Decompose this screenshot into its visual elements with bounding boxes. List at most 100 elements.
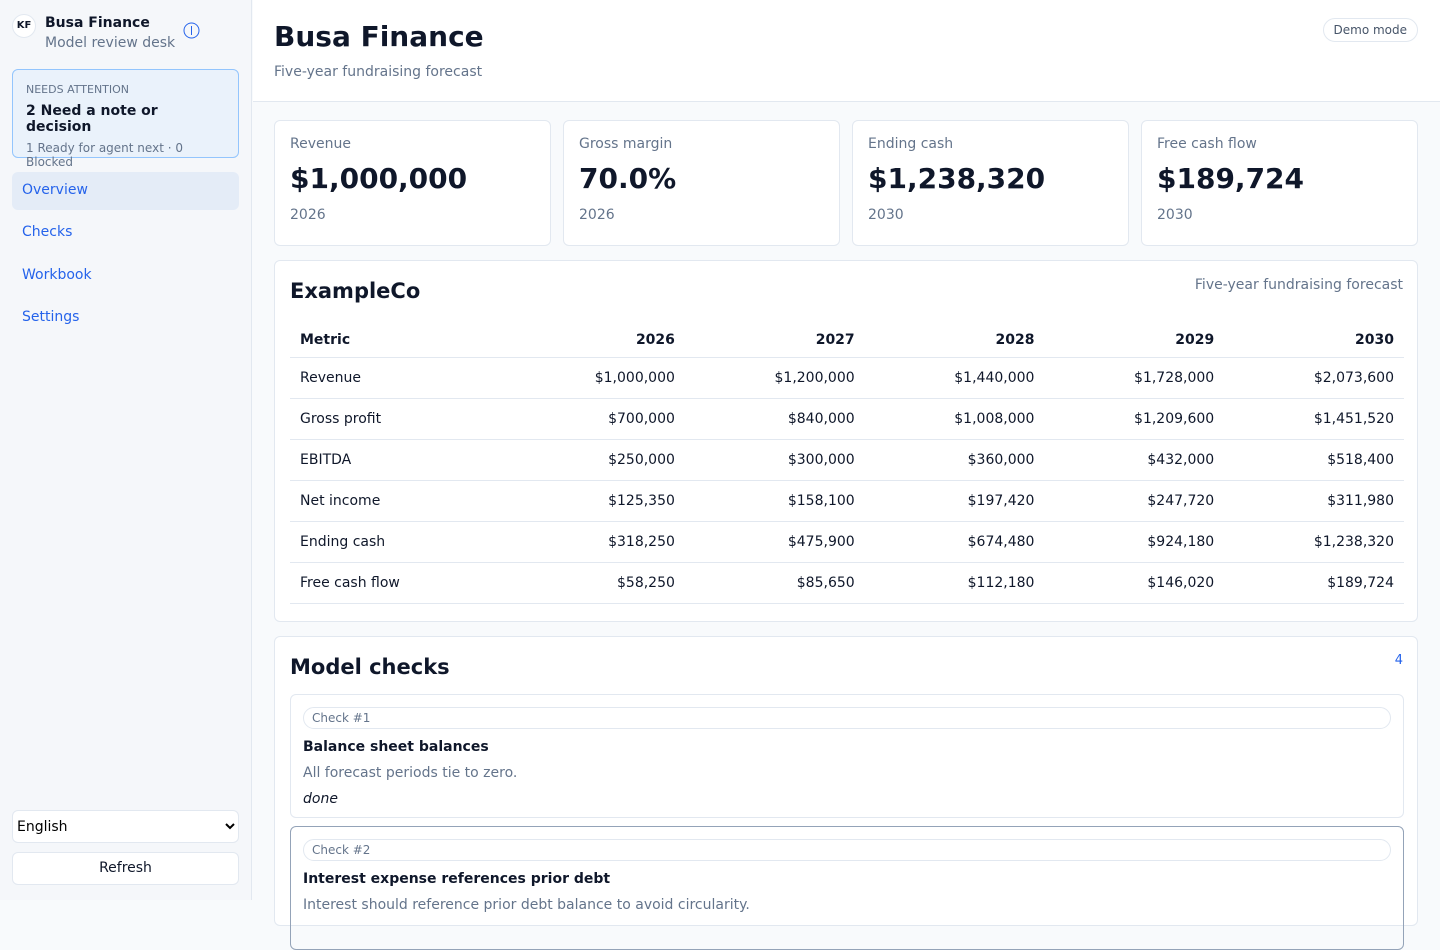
table-row: Net income $125,350 $158,100 $197,420 $247,7… [290,480,1404,522]
checks-card: Model checks 4 Check #1 Balance sheet bal… [274,636,1418,950]
table-cell: $125,350 [505,480,685,522]
column-header: 2026 [505,323,685,358]
table-cell: $518,400 [1224,439,1404,481]
column-header: 2028 [864,323,1045,358]
table-cell: $85,650 [684,562,865,604]
check-item[interactable]: Check #1 Balance sheet balances All foreca… [290,694,1404,818]
table-row: Free cash flow $58,250 $85,650 $112,180 $146… [290,562,1404,604]
info-icon[interactable] [183,22,200,39]
table-cell: $112,180 [864,562,1045,604]
check-title: Interest expense references prior debt [303,871,611,887]
table-cell: $58,250 [505,562,685,604]
language-select[interactable]: English [12,810,239,843]
table-cell: $146,020 [1044,562,1225,604]
table-cell: $158,100 [684,480,865,522]
check-description: All forecast periods tie to zero. [303,765,518,781]
table-cell: $360,000 [864,439,1045,481]
table-cell: $840,000 [684,398,865,440]
kpi-year: 2026 [290,207,326,223]
kpi-card: Free cash flow $189,724 2030 [1141,120,1418,246]
kpi-label: Revenue [290,136,351,152]
nav-item[interactable]: Overview [12,172,239,210]
table-cell: $197,420 [864,480,1045,522]
table-cell: $318,250 [505,521,685,563]
table-title: ExampleCo [290,279,421,303]
table-cell: $924,180 [1044,521,1225,563]
kpi-year: 2030 [868,207,904,223]
nav-item[interactable]: Workbook [22,266,92,283]
column-header: 2029 [1044,323,1225,358]
forecast-table: Metric 2026 2027 2028 2029 2030 Revenue $1,000,… [290,323,1404,604]
table-cell: $700,000 [505,398,685,440]
logo: KF [12,14,36,38]
table-cell: $1,209,600 [1044,398,1225,440]
checks-count[interactable]: 4 [1394,653,1403,668]
table-cell: $1,451,520 [1224,398,1404,440]
checks-title: Model checks [290,655,450,679]
kpi-card: Gross margin 70.0% 2026 [563,120,840,246]
table-cell: $1,728,000 [1044,357,1225,399]
table-row: Revenue $1,000,000 $1,200,000 $1,440,000 $1,… [290,357,1404,399]
check-item[interactable]: Check #2 Interest expense references prio… [290,826,1404,950]
demo-badge: Demo mode [1322,18,1418,42]
kpi-card: Revenue $1,000,000 2026 [274,120,551,246]
table-cell: Free cash flow [290,562,506,604]
nav-item[interactable]: Checks [22,224,73,241]
table-cell: $2,073,600 [1224,357,1404,399]
table-cell: Net income [290,480,506,522]
kpi-label: Free cash flow [1157,136,1257,152]
brand: Busa Finance [45,15,150,31]
table-row: Ending cash $318,250 $475,900 $674,480 $924,… [290,521,1404,563]
table-cell: $189,724 [1224,562,1404,604]
table-cell: $1,008,000 [864,398,1045,440]
kpi-label: Ending cash [868,136,954,152]
table-cell: $247,720 [1044,480,1225,522]
main: Busa Finance Five-year fundraising forec… [253,0,1440,950]
table-cell: EBITDA [290,439,506,481]
kpi-value: 70.0% [579,162,677,195]
table-row: EBITDA $250,000 $300,000 $360,000 $432,000 $5… [290,439,1404,481]
attention-card[interactable]: NEEDS ATTENTION 2 Need a note or decisio… [12,69,239,169]
table-cell: $475,900 [684,521,865,563]
page-title: Busa Finance [274,20,484,53]
kpi-year: 2030 [1157,207,1193,223]
kpi-value: $1,238,320 [868,162,1046,195]
kpi-label: Gross margin [579,136,673,152]
check-tag: Check #1 [303,707,1391,729]
table-cell: $311,980 [1224,480,1404,522]
attention-detail: 1 Ready for agent next · 0 Blocked [26,141,183,169]
kpi-card: Ending cash $1,238,320 2030 [852,120,1129,246]
column-header: 2030 [1224,323,1404,358]
table-card: ExampleCo Five-year fundraising forecast… [274,260,1418,622]
table-cell: $432,000 [1044,439,1225,481]
brand-subtitle: Model review desk [45,35,176,51]
kpi-year: 2026 [579,207,615,223]
page-subtitle: Five-year fundraising forecast [274,64,483,80]
table-cell: $300,000 [684,439,865,481]
attention-headline: 2 Need a note or decision [26,103,158,135]
attention-label: NEEDS ATTENTION [26,83,130,96]
page: {"sidebar":{"logo":"KF","brand":"Busa Fi… [12,0,1440,950]
table-row: Gross profit $700,000 $840,000 $1,008,000 $1… [290,398,1404,440]
table-cell: $1,000,000 [505,357,685,399]
column-header: Metric [290,323,506,358]
table-note: Five-year fundraising forecast [1194,277,1403,293]
nav-item[interactable]: Settings [22,308,80,325]
table-cell: $1,238,320 [1224,521,1404,563]
body: KF Busa Finance Model review desk NEEDS … [12,0,1440,950]
column-header: 2027 [684,323,865,358]
check-title: Balance sheet balances [303,739,489,755]
header: Busa Finance Five-year fundraising forec… [253,0,1440,102]
check-status: done [303,791,338,807]
refresh-button[interactable]: Refresh [12,852,239,885]
table-cell: $250,000 [505,439,685,481]
table-cell: Gross profit [290,398,506,440]
kpi-value: $1,000,000 [290,162,468,195]
check-description: Interest should reference prior debt bal… [303,897,750,913]
kpi-value: $189,724 [1157,162,1305,195]
header-row: Metric 2026 2027 2028 2029 2030 [290,323,1404,358]
table-cell: $674,480 [864,521,1045,563]
table-cell: Revenue [290,357,506,399]
check-tag: Check #2 [303,839,1391,861]
table-cell: $1,200,000 [684,357,865,399]
